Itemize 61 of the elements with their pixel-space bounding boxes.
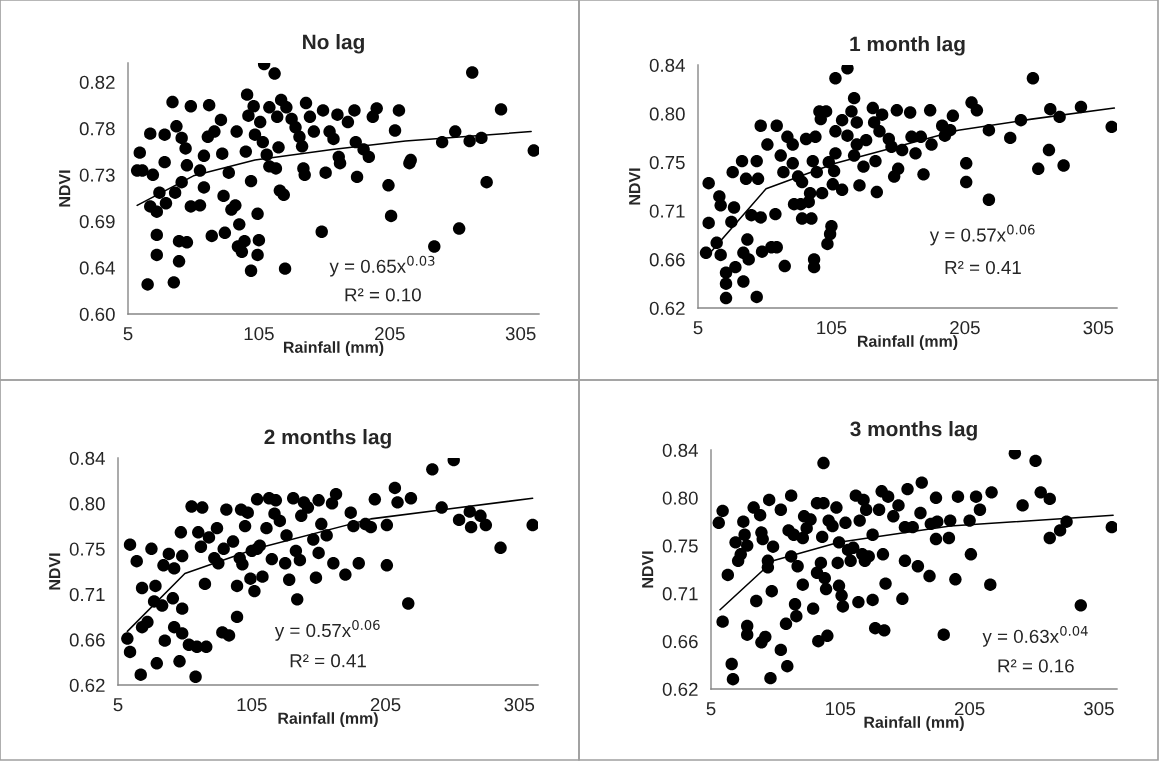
x-axis-title: Rainfall (mm): [283, 341, 384, 357]
x-tick-label: 5: [693, 321, 703, 335]
y-tick-label: 0.66: [69, 633, 105, 647]
y-tick-label: 0.60: [79, 307, 115, 321]
x-tick-label: 105: [244, 327, 274, 341]
x-tick-label: 205: [370, 698, 401, 712]
x-tick-label: 5: [113, 698, 123, 712]
chart-title: No lag: [303, 34, 364, 54]
annotation: R² = 0.41: [290, 654, 366, 668]
x-tick-label: 305: [505, 327, 536, 341]
y-tick-label: 0.84: [649, 58, 685, 72]
y-tick-label: 0.80: [69, 497, 105, 511]
x-tick-label: 305: [1083, 321, 1114, 335]
x-tick-label: 5: [706, 702, 716, 716]
y-tick-label: 0.62: [69, 678, 105, 692]
y-tick-label: 0.62: [649, 301, 685, 315]
y-tick-label: 0.80: [662, 491, 698, 505]
y-tick-label: 0.84: [662, 443, 698, 457]
y-axis-title: NDVI: [49, 553, 61, 590]
annotation: R² = 0.16: [998, 659, 1074, 673]
x-axis-title: Rainfall (mm): [278, 712, 378, 728]
x-tick-label: 205: [954, 702, 985, 716]
chart-title: 2 months lag: [264, 429, 391, 449]
chart-title: 3 months lag: [850, 421, 977, 441]
x-tick-label: 5: [123, 327, 133, 341]
annotation: R² = 0.10: [345, 288, 421, 302]
y-tick-label: 0.66: [662, 634, 698, 649]
chart-title: 1 month lag: [850, 36, 965, 56]
x-axis-title: Rainfall (mm): [864, 716, 964, 732]
x-axis-title: Rainfall (mm): [857, 335, 958, 351]
annotation: y = 0.63x$^{0.04}$: [982, 625, 1088, 647]
x-tick-label: 305: [504, 698, 535, 712]
y-tick-label: 0.64: [79, 261, 115, 275]
y-tick-label: 0.66: [649, 253, 685, 267]
x-tick-label: 105: [826, 702, 856, 716]
annotation: y = 0.65x$^{0.03}$: [329, 255, 435, 277]
annotation: R² = 0.41: [945, 260, 1021, 275]
y-tick-label: 0.69: [79, 214, 115, 229]
x-tick-label: 305: [1083, 702, 1114, 716]
x-tick-label: 205: [375, 327, 405, 341]
line-series: [719, 514, 1114, 611]
y-tick-label: 0.62: [662, 682, 698, 696]
x-tick-label: 105: [237, 698, 267, 712]
annotation: y = 0.57x$^{0.06}$: [274, 620, 380, 641]
y-tick-label: 0.75: [662, 539, 698, 553]
x-tick-label: 105: [817, 321, 847, 335]
y-axis-title: NDVI: [629, 168, 641, 205]
y-tick-label: 0.71: [69, 587, 105, 602]
y-tick-label: 0.71: [649, 204, 685, 218]
y-tick-label: 0.82: [79, 75, 115, 89]
y-tick-label: 0.84: [69, 451, 105, 465]
x-tick-label: 205: [950, 321, 980, 335]
y-tick-label: 0.75: [649, 155, 685, 170]
y-tick-label: 0.71: [662, 587, 698, 601]
y-axis-title: NDVI: [59, 170, 71, 207]
y-axis-title: NDVI: [642, 551, 654, 588]
y-tick-label: 0.73: [79, 168, 115, 182]
y-tick-label: 0.75: [69, 542, 105, 556]
y-tick-label: 0.78: [79, 122, 115, 136]
annotation: y = 0.57x$^{0.06}$: [929, 224, 1035, 246]
y-tick-label: 0.80: [649, 107, 685, 121]
